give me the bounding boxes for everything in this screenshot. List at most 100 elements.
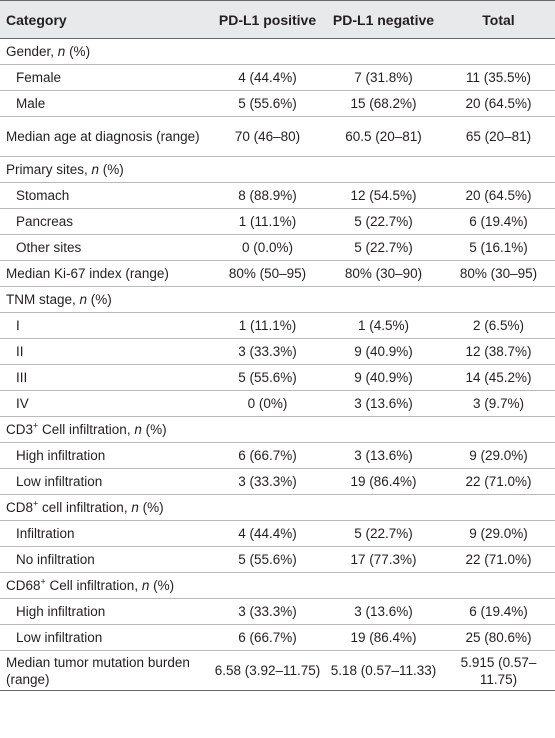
cell-total: 9 (29.0%) <box>442 442 555 469</box>
header-total: Total <box>442 0 555 39</box>
row-label-it: n <box>57 44 66 59</box>
cell-pdl1-positive: 80% (50–95) <box>210 260 325 287</box>
row-label: Median tumor mutation burden (range) <box>0 650 210 691</box>
cell-total: 14 (45.2%) <box>442 364 555 391</box>
table-row-category: TNM stage, n (%) <box>0 286 555 313</box>
row-label-pre: Median Ki-67 index (range) <box>6 266 169 281</box>
row-label: CD8+ cell infiltration, n (%) <box>0 494 210 521</box>
table-row-subitem: Other sites 0 (0.0%) 5 (22.7%) 5 (16.1%) <box>0 234 555 261</box>
cell-total: 5.915 (0.57–11.75) <box>442 650 555 691</box>
row-label: Primary sites, n (%) <box>0 156 210 183</box>
table-row-category: CD68+ Cell infiltration, n (%) <box>0 572 555 599</box>
cell-pdl1-positive: 5 (55.6%) <box>210 90 325 117</box>
cell-total: 6 (19.4%) <box>442 208 555 235</box>
row-label-post: (%) <box>149 578 175 593</box>
cell-pdl1-negative <box>325 416 442 443</box>
row-label-mid: Cell infiltration, <box>38 422 135 437</box>
cell-pdl1-positive: 0 (0.0%) <box>210 234 325 261</box>
row-label-pre: CD8 <box>6 500 34 515</box>
cell-pdl1-positive <box>210 38 325 65</box>
row-label: Pancreas <box>0 208 210 235</box>
row-label-mid: Cell infiltration, <box>45 578 142 593</box>
cell-total: 11 (35.5%) <box>442 64 555 91</box>
cell-pdl1-negative <box>325 494 442 521</box>
cell-pdl1-negative: 19 (86.4%) <box>325 624 442 651</box>
cell-pdl1-negative: 15 (68.2%) <box>325 90 442 117</box>
table-row-subitem: II 3 (33.3%) 9 (40.9%) 12 (38.7%) <box>0 338 555 365</box>
row-label-pre: CD68 <box>6 578 41 593</box>
row-label: Low infiltration <box>0 624 210 651</box>
row-label-pre: High infiltration <box>16 604 106 619</box>
cell-total: 22 (71.0%) <box>442 468 555 495</box>
row-label: Stomach <box>0 182 210 209</box>
row-label-pre: Infiltration <box>16 526 75 541</box>
row-label: Female <box>0 64 210 91</box>
table-row-subitem: Pancreas 1 (11.1%) 5 (22.7%) 6 (19.4%) <box>0 208 555 235</box>
cell-total: 20 (64.5%) <box>442 90 555 117</box>
row-label-it: n <box>134 422 142 437</box>
table-row-category: Median age at diagnosis (range) 70 (46–80… <box>0 116 555 157</box>
cell-pdl1-positive: 1 (11.1%) <box>210 312 325 339</box>
cell-total: 65 (20–81) <box>442 116 555 157</box>
cell-pdl1-negative: 60.5 (20–81) <box>325 116 442 157</box>
row-label-it: n <box>91 162 100 177</box>
cell-pdl1-negative <box>325 38 442 65</box>
table-row-subitem: III 5 (55.6%) 9 (40.9%) 14 (45.2%) <box>0 364 555 391</box>
row-label-pre: II <box>16 344 24 359</box>
header-pdl1-negative: PD-L1 negative <box>325 0 442 39</box>
row-label-pre: III <box>16 370 28 385</box>
row-label: Low infiltration <box>0 468 210 495</box>
row-label: II <box>0 338 210 365</box>
cell-pdl1-negative: 9 (40.9%) <box>325 364 442 391</box>
row-label: High infiltration <box>0 442 210 469</box>
table-row-category: Primary sites, n (%) <box>0 156 555 183</box>
cell-pdl1-negative: 3 (13.6%) <box>325 390 442 417</box>
row-label-pre: Low infiltration <box>16 474 103 489</box>
row-label: Male <box>0 90 210 117</box>
cell-pdl1-negative <box>325 286 442 313</box>
row-label: I <box>0 312 210 339</box>
characteristics-table: Category PD-L1 positive PD-L1 negative T… <box>0 0 555 691</box>
row-label: Other sites <box>0 234 210 261</box>
row-label-post: (%) <box>65 44 91 59</box>
cell-pdl1-positive: 5 (55.6%) <box>210 364 325 391</box>
cell-total: 9 (29.0%) <box>442 520 555 547</box>
cell-pdl1-positive <box>210 494 325 521</box>
cell-total <box>442 38 555 65</box>
cell-pdl1-positive: 3 (33.3%) <box>210 338 325 365</box>
row-label-pre: Median tumor mutation burden (range) <box>6 654 190 687</box>
row-label: Median age at diagnosis (range) <box>0 116 210 157</box>
cell-pdl1-positive: 5 (55.6%) <box>210 546 325 573</box>
cell-pdl1-positive: 8 (88.9%) <box>210 182 325 209</box>
header-category: Category <box>0 0 210 39</box>
table-row-subitem: Male 5 (55.6%) 15 (68.2%) 20 (64.5%) <box>0 90 555 117</box>
row-label: CD3+ Cell infiltration, n (%) <box>0 416 210 443</box>
table-row-category: Gender, n (%) <box>0 38 555 65</box>
row-label-pre: Other sites <box>16 240 82 255</box>
row-label-pre: Male <box>16 96 46 111</box>
cell-total: 5 (16.1%) <box>442 234 555 261</box>
cell-pdl1-negative: 5 (22.7%) <box>325 208 442 235</box>
cell-pdl1-negative: 80% (30–90) <box>325 260 442 287</box>
cell-pdl1-positive: 70 (46–80) <box>210 116 325 157</box>
row-label-pre: Pancreas <box>16 214 74 229</box>
row-label-pre: TNM stage, <box>6 292 80 307</box>
row-label-pre: Low infiltration <box>16 630 103 645</box>
row-label-pre: CD3 <box>6 422 34 437</box>
table-row-subitem: Female 4 (44.4%) 7 (31.8%) 11 (35.5%) <box>0 64 555 91</box>
table-row-subitem: IV 0 (0%) 3 (13.6%) 3 (9.7%) <box>0 390 555 417</box>
cell-pdl1-negative: 5 (22.7%) <box>325 234 442 261</box>
cell-pdl1-positive: 3 (33.3%) <box>210 468 325 495</box>
cell-total <box>442 286 555 313</box>
cell-total: 3 (9.7%) <box>442 390 555 417</box>
row-label-post: (%) <box>141 422 167 437</box>
header-row: Category PD-L1 positive PD-L1 negative T… <box>0 0 555 39</box>
cell-pdl1-negative: 5.18 (0.57–11.33) <box>325 650 442 691</box>
row-label-pre: Gender, <box>6 44 58 59</box>
row-label-pre: Primary sites, <box>6 162 92 177</box>
cell-total: 80% (30–95) <box>442 260 555 287</box>
table-row-subitem: Low infiltration 6 (66.7%) 19 (86.4%) 25 (8… <box>0 624 555 651</box>
row-label-pre: Median age at diagnosis (range) <box>6 129 200 144</box>
table-body: Gender, n (%) Female 4 (44.4%) 7 (31.8%) 11 … <box>0 38 555 691</box>
cell-pdl1-positive: 4 (44.4%) <box>210 520 325 547</box>
